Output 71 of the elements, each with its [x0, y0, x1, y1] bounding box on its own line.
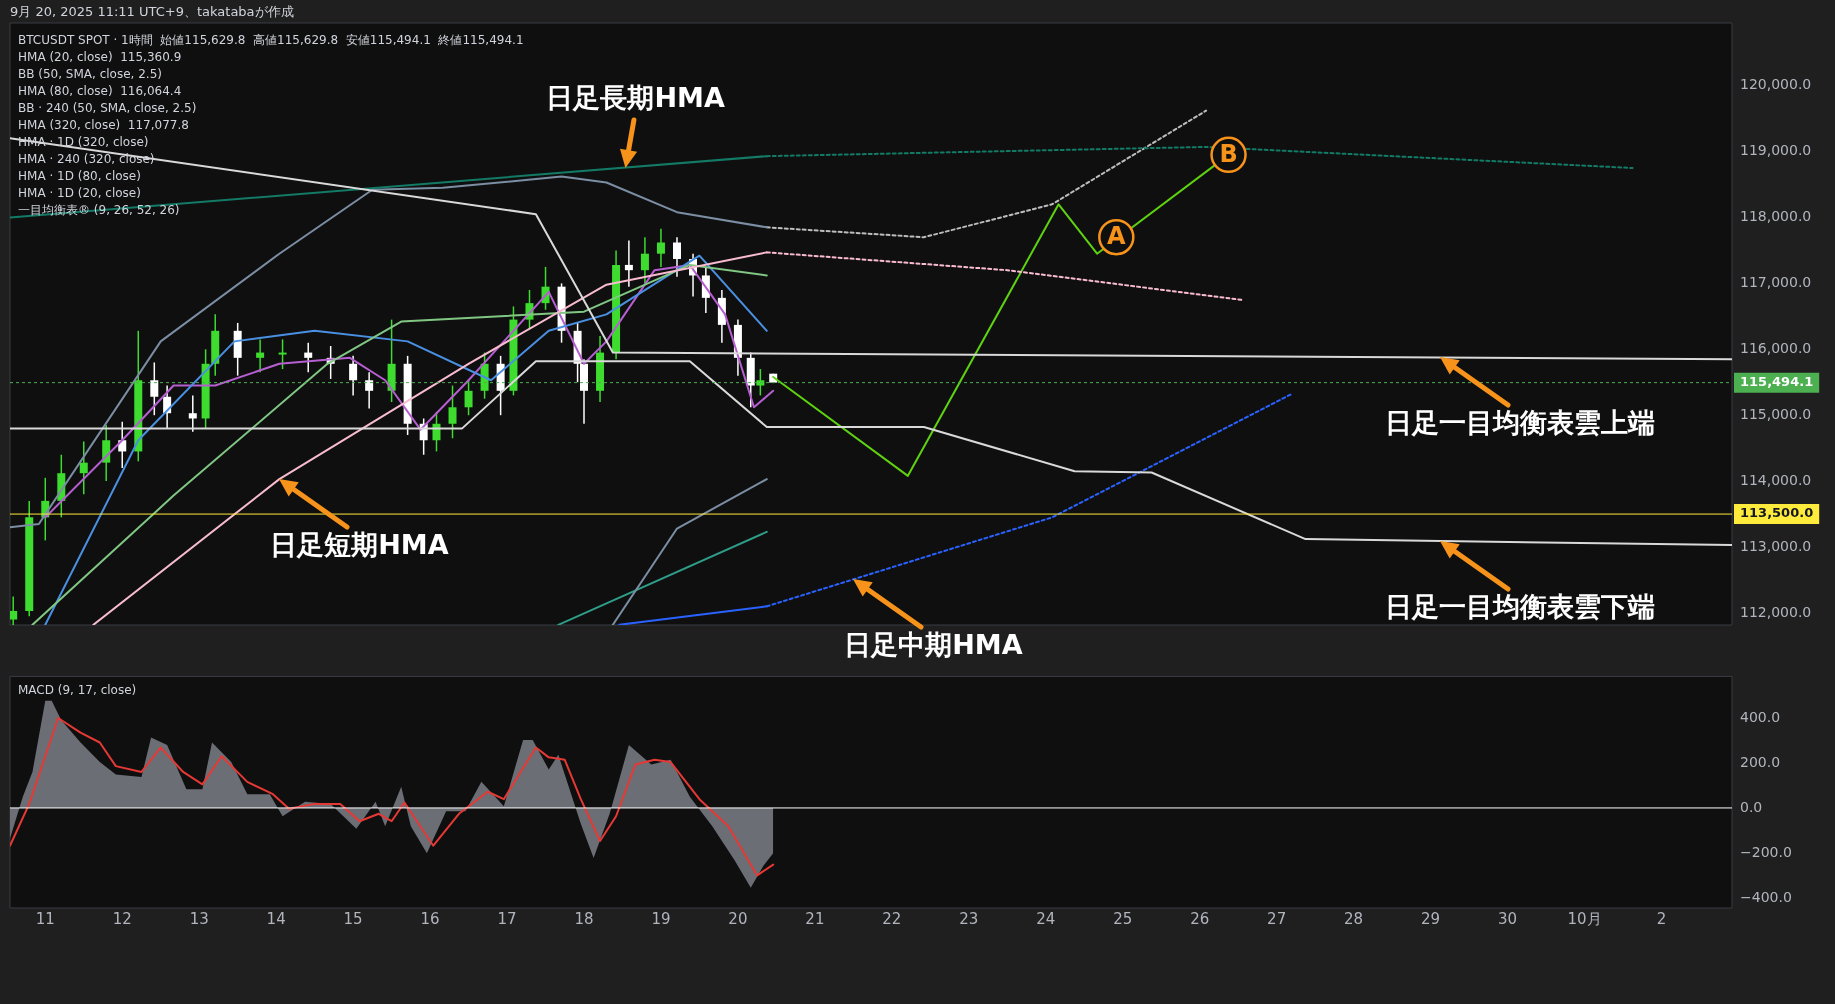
- candlestick: [756, 368, 765, 397]
- x-tick-label: 25: [1113, 909, 1133, 928]
- y-tick-label: 113,000.0: [1740, 537, 1812, 554]
- annotation: BTCUSDT SPOT · 1時間 始値115,629.8 高値115,629.8 安値115,494.1 終値115,494.1: [18, 33, 524, 48]
- x-tick-label: 14: [266, 909, 286, 928]
- annotation: A: [1107, 222, 1127, 251]
- x-tick-label: 21: [805, 909, 825, 928]
- x-tick-label: 27: [1267, 909, 1287, 928]
- ref-line-label: 113,500.0: [1740, 505, 1814, 521]
- y-tick-label: 118,000.0: [1740, 208, 1812, 225]
- candlestick: [278, 338, 287, 370]
- annotation: BB · 240 (50, SMA, close, 2.5): [18, 101, 197, 116]
- x-tick-label: 30: [1497, 909, 1518, 928]
- x-tick-label: 15: [343, 909, 363, 928]
- x-tick-label: 10月: [1567, 909, 1602, 928]
- candlestick: [304, 341, 313, 374]
- x-tick-label: 17: [497, 909, 517, 928]
- x-tick-label: 22: [882, 909, 902, 928]
- x-tick-label: 19: [651, 909, 671, 928]
- x-tick-label: 13: [189, 909, 209, 928]
- x-tick-label: 29: [1421, 909, 1441, 928]
- y-tick-label: 400.0: [1740, 708, 1781, 725]
- y-tick-label: −400.0: [1740, 888, 1792, 905]
- y-tick-label: 119,000.0: [1740, 142, 1812, 159]
- text: 9月 20, 2025 11:11 UTC+9、takatabaが作成: [10, 4, 294, 20]
- candlestick: [150, 361, 159, 416]
- x-tick-label: 12: [112, 909, 132, 928]
- annotation: 日足短期HMA: [270, 529, 449, 561]
- annotation: 日足一目均衡表雲下端: [1385, 590, 1656, 622]
- annotation: B: [1219, 140, 1238, 169]
- x-tick-label: 16: [420, 909, 440, 928]
- y-tick-label: 114,000.0: [1740, 471, 1812, 488]
- y-tick-label: 200.0: [1740, 753, 1781, 770]
- y-tick-label: 117,000.0: [1740, 274, 1812, 290]
- candlestick: [624, 239, 633, 288]
- annotation: HMA (20, close) 115,360.9: [18, 50, 182, 65]
- annotation: 日足中期HMA: [844, 629, 1023, 661]
- x-tick-label: 26: [1190, 909, 1210, 928]
- annotation: HMA · 1D (80, close): [18, 169, 141, 184]
- candlestick: [640, 236, 649, 285]
- candlestick: [79, 440, 88, 496]
- annotation: 一目均衡表® (9, 26, 52, 26): [18, 203, 180, 218]
- y-tick-label: 116,000.0: [1740, 339, 1812, 356]
- y-tick-label: 0.0: [1740, 798, 1763, 815]
- candlestick: [448, 384, 457, 440]
- annotation: MACD (9, 17, close): [18, 682, 137, 697]
- y-tick-label: 120,000.0: [1740, 76, 1812, 93]
- x-tick-label: 18: [574, 909, 594, 928]
- annotation: HMA · 1D (20, close): [18, 186, 141, 201]
- y-tick-label: −200.0: [1740, 843, 1792, 860]
- y-tick-label: 112,000.0: [1740, 603, 1812, 620]
- ref-line-label: 115,494.1: [1740, 374, 1814, 389]
- annotation: HMA (320, close) 117,077.8: [18, 118, 189, 133]
- x-tick-label: 20: [728, 909, 748, 928]
- candlestick: [188, 394, 197, 433]
- x-tick-label: 28: [1344, 909, 1364, 928]
- annotation: HMA (80, close) 116,064.4: [18, 84, 182, 99]
- x-tick-label: 23: [959, 909, 979, 928]
- annotation: 日足一目均衡表雲上端: [1385, 407, 1656, 439]
- candlestick: [656, 227, 665, 268]
- x-tick-label: 2: [1656, 909, 1667, 928]
- candlestick: [349, 355, 358, 397]
- x-tick-label: 11: [35, 909, 55, 928]
- annotation: 日足長期HMA: [546, 81, 725, 113]
- candlestick: [102, 424, 111, 482]
- annotation: BB (50, SMA, close, 2.5): [18, 67, 162, 82]
- x-tick-label: 24: [1036, 909, 1056, 928]
- candlestick: [256, 338, 265, 374]
- y-tick-label: 115,000.0: [1740, 405, 1812, 422]
- candlestick: [672, 236, 681, 278]
- candlestick: [365, 371, 374, 410]
